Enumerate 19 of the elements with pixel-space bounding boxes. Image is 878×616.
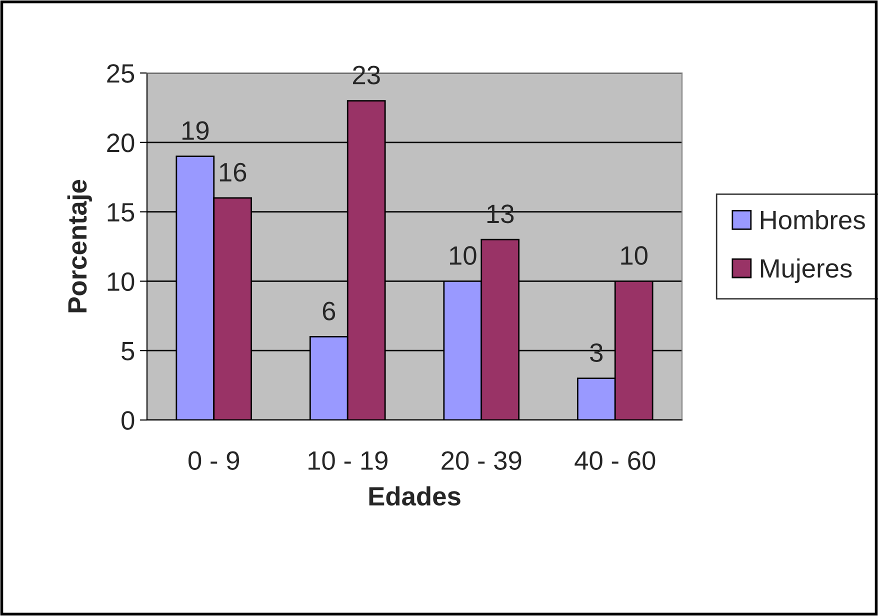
legend-label: Hombres xyxy=(760,210,865,230)
x-tick-label: 0 - 9 xyxy=(188,451,240,470)
x-axis-title: Edades xyxy=(369,486,460,506)
y-tick-label: 15 xyxy=(108,203,134,222)
x-tick-label: 10 - 19 xyxy=(308,451,388,470)
y-tick-label: 0 xyxy=(122,411,134,430)
y-tick-label: 20 xyxy=(107,134,134,152)
data-label: 19 xyxy=(182,121,209,140)
y-tick-label: 5 xyxy=(122,342,134,360)
y-tick-label: 10 xyxy=(108,272,134,292)
x-tick-label: 20 - 39 xyxy=(442,451,522,470)
legend-label: Mujeres xyxy=(760,258,852,283)
y-tick-label: 25 xyxy=(107,64,134,83)
data-label: 10 xyxy=(621,246,648,265)
y-axis-title: Porcentaje xyxy=(67,180,92,312)
data-label: 6 xyxy=(322,302,336,320)
data-label: 10 xyxy=(450,246,476,265)
data-label: 16 xyxy=(220,162,246,182)
x-tick-label: 40 - 60 xyxy=(574,451,656,470)
